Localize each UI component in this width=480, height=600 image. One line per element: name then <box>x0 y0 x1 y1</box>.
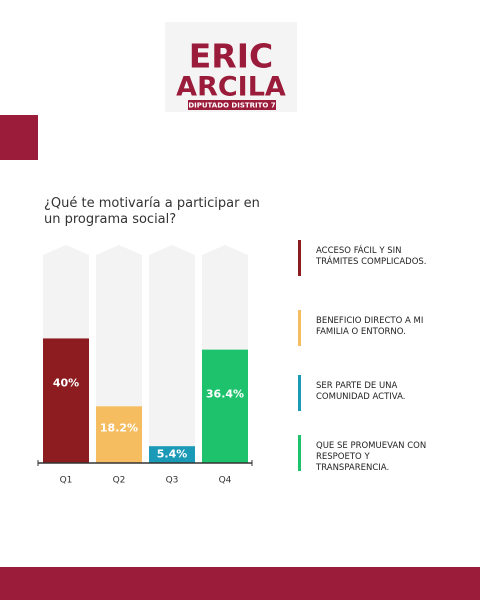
value-label: 36.4% <box>206 388 244 401</box>
logo-line: ERIC <box>189 37 273 76</box>
legend-swatch <box>298 375 301 411</box>
logo-box <box>165 22 297 112</box>
bar <box>149 446 195 463</box>
value-label: 5.4% <box>157 448 188 461</box>
legend-swatch <box>298 310 301 346</box>
logo-tagline: DIPUTADO DISTRITO 7 <box>188 102 275 110</box>
x-tick-label: Q2 <box>113 476 126 486</box>
value-label: 40% <box>53 376 79 389</box>
x-tick-label: Q4 <box>219 476 232 486</box>
legend-swatch <box>298 240 301 276</box>
legend-label: QUE SE PROMUEVAN CON RESPOETO Y TRANSPAREN… <box>315 441 426 473</box>
legend-label: ACCESO FÁCIL Y SIN TRÁMITES COMPLICADOS. <box>315 244 426 267</box>
legend-label: SER PARTE DE UNA COMUNIDAD ACTIVA. <box>316 381 405 402</box>
value-label: 18.2% <box>100 422 138 435</box>
bar <box>96 406 142 463</box>
bar <box>43 338 89 463</box>
x-tick-label: Q1 <box>60 476 73 486</box>
x-tick-label: Q3 <box>166 476 179 486</box>
bar <box>202 349 248 463</box>
logo-tag-bg <box>188 100 276 110</box>
legend-swatch <box>298 435 301 471</box>
logo-line: ARCILA <box>176 72 286 103</box>
chart-title: ¿Qué te motivaría a participar en un prog… <box>44 196 260 227</box>
legend-label: BENEFICIO DIRECTO A MI FAMILIA O ENTORNO. <box>316 316 423 337</box>
bar-track <box>149 245 195 463</box>
accent-square <box>0 115 38 160</box>
footer-band <box>0 567 480 600</box>
